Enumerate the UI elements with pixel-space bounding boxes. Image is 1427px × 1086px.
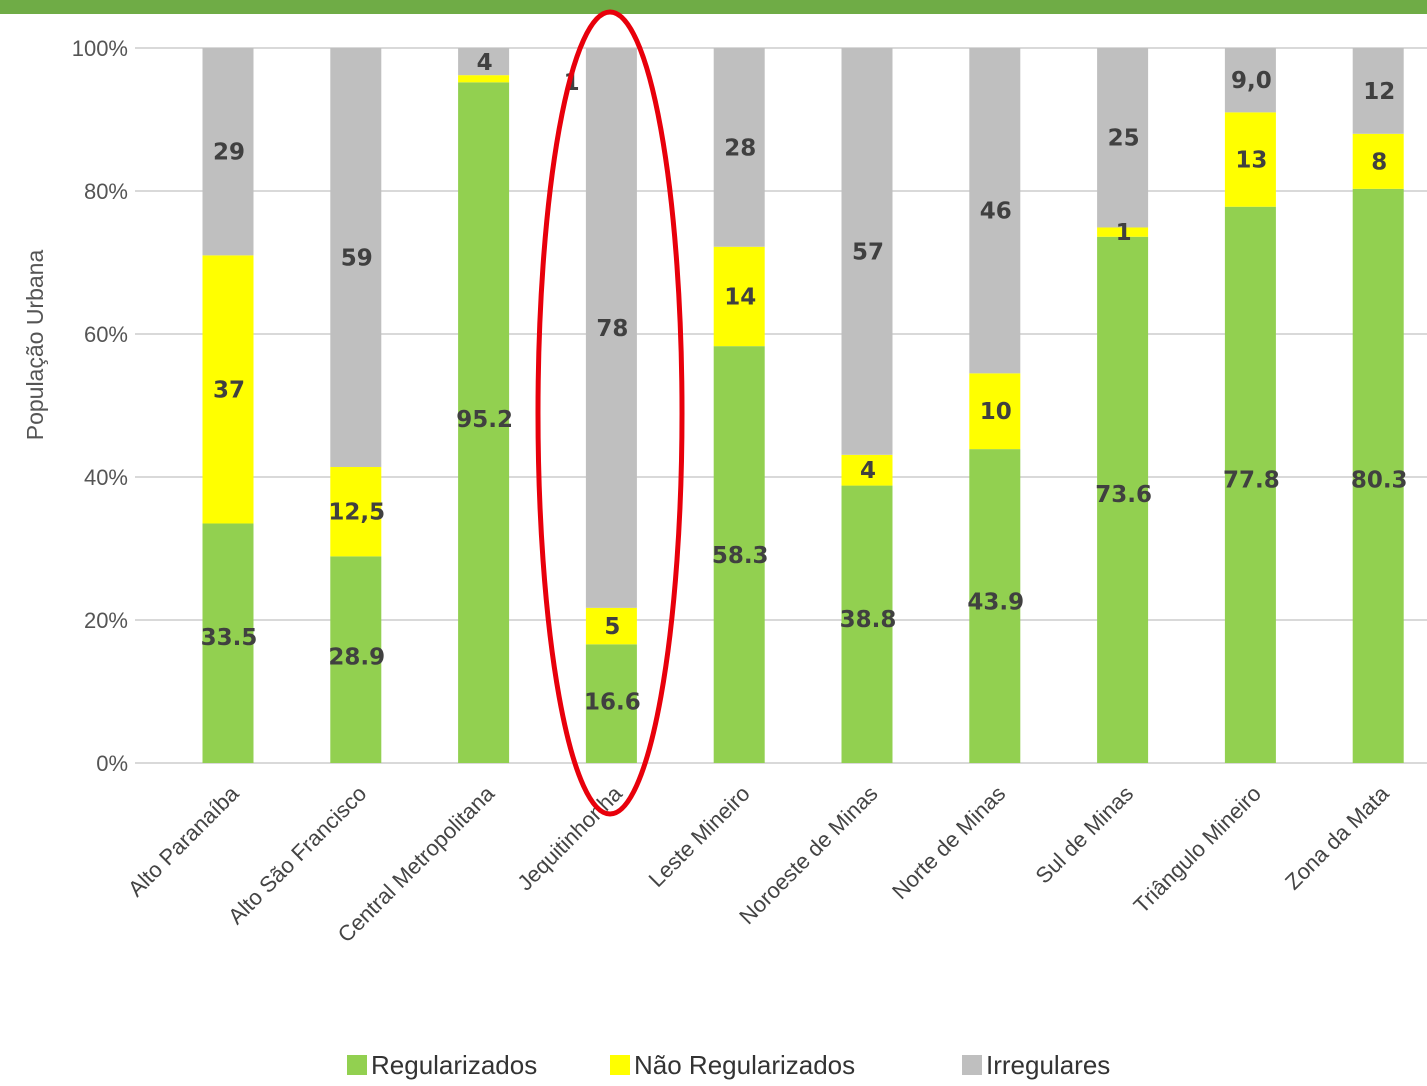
data-label: 29: [213, 140, 245, 166]
bar-segment-irregulares: [841, 48, 893, 455]
data-label: 95.2: [456, 407, 513, 433]
bar-segment-n-o-regularizados: [841, 454, 893, 486]
legend: Regularizados Não Regularizados Irregulare…: [347, 1050, 1110, 1080]
bar-segment-irregulares: [458, 48, 510, 76]
data-label: 80.3: [1351, 468, 1408, 494]
bar-segment-irregulares: [1097, 48, 1149, 228]
data-label: 4: [477, 50, 493, 76]
bar-segment-n-o-regularizados: [202, 255, 254, 524]
data-label: 73.6: [1095, 482, 1152, 508]
legend-label: Regularizados: [371, 1050, 537, 1080]
category-label: Norte de Minas: [887, 781, 1010, 904]
data-label: 9,0: [1231, 68, 1272, 94]
data-label: 5: [604, 614, 620, 640]
legend-swatch: [347, 1055, 367, 1075]
bar-segment-regularizados: [202, 523, 254, 763]
data-label: 33.5: [201, 625, 258, 651]
data-label: 37: [213, 377, 245, 403]
bar-segment-irregulares: [330, 48, 382, 467]
category-label: Triângulo Mineiro: [1129, 781, 1266, 918]
bar-segment-n-o-regularizados: [458, 75, 510, 83]
bar-segment-regularizados: [1097, 236, 1149, 763]
data-label: 59: [341, 245, 373, 271]
bar-segment-regularizados: [458, 82, 510, 763]
data-label: 28.9: [328, 644, 385, 670]
data-label: 38.8: [840, 607, 897, 633]
y-tick-label: 60%: [84, 322, 128, 347]
bar-segment-regularizados: [585, 644, 637, 763]
bar-segment-irregulares: [969, 48, 1021, 374]
data-label: 12: [1363, 79, 1395, 105]
bar-segment-regularizados: [969, 449, 1021, 763]
data-label: 77.8: [1223, 468, 1280, 494]
bar-segment-regularizados: [841, 485, 893, 763]
data-label: 58.3: [712, 543, 769, 569]
bars: [202, 48, 1404, 764]
y-tick-label: 20%: [84, 608, 128, 633]
gridlines: [135, 47, 1427, 764]
data-label: 25: [1108, 126, 1140, 152]
bar-segment-irregulares: [713, 48, 765, 247]
category-label: Alto São Francisco: [223, 781, 371, 929]
legend-swatch: [610, 1055, 630, 1075]
bar-segment-n-o-regularizados: [585, 607, 637, 645]
category-label: Alto Paranaíba: [123, 780, 244, 901]
data-label: 78: [596, 316, 628, 342]
y-tick-label: 80%: [84, 179, 128, 204]
data-label: 1: [1116, 220, 1132, 246]
bar-segment-n-o-regularizados: [1352, 133, 1404, 189]
y-axis-title: População Urbana: [22, 250, 48, 441]
bar-segment-irregulares: [202, 48, 254, 256]
data-label: 13: [1235, 148, 1267, 174]
data-label: 16.6: [584, 689, 641, 715]
data-label: 10: [980, 399, 1012, 425]
data-label: 57: [852, 239, 884, 265]
legend-label: Irregulares: [986, 1050, 1110, 1080]
bar-segment-n-o-regularizados: [1224, 112, 1276, 207]
bar-segment-irregulares: [1224, 48, 1276, 113]
highlight-ellipse: [535, 9, 685, 817]
category-label: Leste Mineiro: [644, 781, 755, 892]
data-label: 14: [724, 284, 756, 310]
bar-segment-regularizados: [1352, 188, 1404, 764]
y-axis-ticks: 0% 20% 40% 60% 80% 100%: [72, 36, 128, 776]
data-label: 28: [724, 135, 756, 161]
bar-segment-n-o-regularizados: [330, 466, 382, 557]
data-label: 8: [1371, 149, 1387, 175]
y-tick-label: 100%: [72, 36, 128, 61]
bar-segment-irregulares: [1352, 48, 1404, 134]
legend-label: Não Regularizados: [634, 1050, 855, 1080]
category-label: Sul de Minas: [1031, 781, 1139, 889]
bar-segment-n-o-regularizados: [713, 246, 765, 347]
data-label: 12,5: [328, 500, 385, 526]
data-labels: 33.5372928.912,55995.2416.657858.3142838…: [201, 50, 1408, 715]
legend-swatch: [962, 1055, 982, 1075]
y-tick-label: 0%: [96, 751, 128, 776]
bar-segment-n-o-regularizados: [1097, 227, 1149, 237]
data-label: 46: [980, 199, 1012, 225]
top-accent-bar: [0, 0, 1427, 14]
data-label: 43.9: [967, 589, 1024, 615]
bar-segment-regularizados: [1224, 206, 1276, 764]
bar-segment-irregulares: [585, 48, 637, 608]
y-tick-label: 40%: [84, 465, 128, 490]
category-label: Zona da Mata: [1280, 780, 1394, 894]
data-label: 4: [860, 458, 876, 484]
bar-segment-regularizados: [330, 556, 382, 763]
category-label: Jequitinhonha: [512, 780, 627, 895]
bar-segment-regularizados: [713, 346, 765, 763]
category-label: Noroeste de Minas: [734, 781, 882, 929]
bar-segment-n-o-regularizados: [969, 373, 1021, 450]
